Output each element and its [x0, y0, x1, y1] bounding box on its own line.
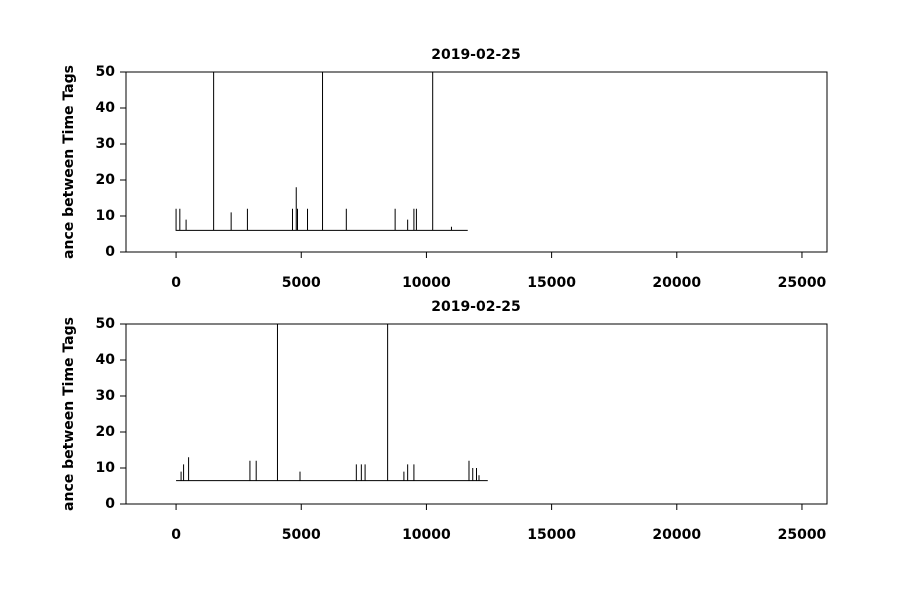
y-tick-label: 50 [96, 316, 116, 332]
x-tick-label: 25000 [778, 275, 827, 291]
y-tick-label: 50 [96, 64, 116, 80]
x-tick-label: 0 [171, 527, 181, 543]
y-tick-label: 0 [105, 244, 115, 260]
y-tick-label: 20 [96, 172, 116, 188]
x-tick-label: 20000 [652, 527, 701, 543]
chart-title: 2019-02-25 [431, 299, 521, 315]
y-tick-label: 10 [96, 208, 116, 224]
x-tick-label: 15000 [527, 527, 576, 543]
x-tick-label: 20000 [652, 275, 701, 291]
y-tick-label: 40 [96, 352, 116, 368]
x-tick-label: 5000 [282, 527, 321, 543]
x-tick-label: 25000 [778, 527, 827, 543]
y-tick-label: 30 [96, 136, 116, 152]
x-tick-label: 0 [171, 275, 181, 291]
data-line [175, 72, 468, 231]
y-axis-label: ance between Time Tags [61, 65, 77, 259]
y-tick-label: 30 [96, 388, 116, 404]
x-tick-label: 10000 [402, 527, 451, 543]
y-tick-label: 20 [96, 424, 116, 440]
y-tick-label: 40 [96, 100, 116, 116]
y-tick-label: 0 [105, 496, 115, 512]
plot-frame [125, 323, 828, 505]
data-line [176, 324, 488, 482]
x-tick-label: 15000 [527, 275, 576, 291]
x-tick-label: 5000 [282, 275, 321, 291]
y-axis-label: ance between Time Tags [61, 317, 77, 511]
chart-title: 2019-02-25 [431, 47, 521, 63]
x-tick-label: 10000 [402, 275, 451, 291]
plot-frame [125, 71, 828, 253]
y-tick-label: 10 [96, 460, 116, 476]
